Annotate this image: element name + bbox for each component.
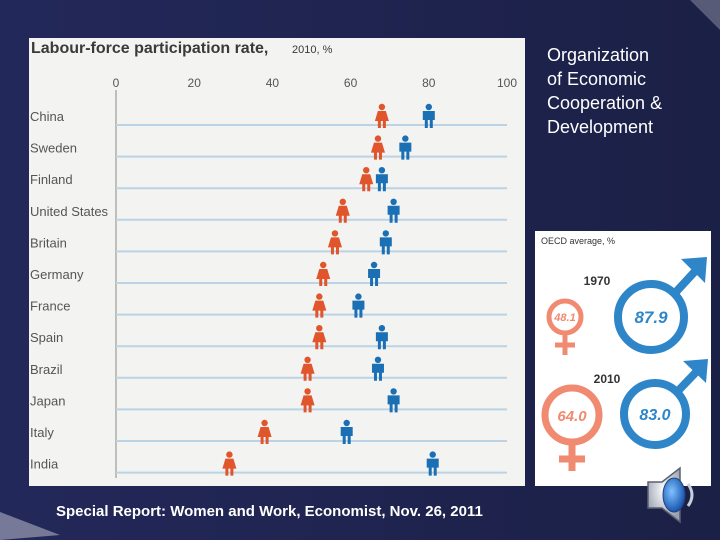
org-title-line-2: of Economic <box>547 69 647 89</box>
oecd-title: OECD average, % <box>541 236 615 246</box>
year-2010-label: 2010 <box>594 372 621 386</box>
male-marker-germany <box>368 261 381 286</box>
category-label: Britain <box>30 235 67 250</box>
org-title: Organization of Economic Cooperation & D… <box>547 43 707 139</box>
male-marker-india <box>426 451 439 476</box>
female-marker-britain <box>327 230 342 255</box>
female-symbol-2010 <box>541 384 603 471</box>
male-1970-value: 87.9 <box>634 308 668 327</box>
male-marker-britain <box>379 230 392 255</box>
female-marker-japan <box>300 388 315 413</box>
female-marker-france <box>312 293 327 318</box>
female-marker-germany <box>316 261 331 286</box>
participation-chart: Labour-force participation rate, 2010, % 0… <box>30 40 517 478</box>
male-2010-value: 83.0 <box>639 407 670 424</box>
org-title-line-4: Development <box>547 117 654 137</box>
chart-title: Labour-force participation rate, <box>31 40 268 57</box>
category-label: Finland <box>30 172 73 187</box>
male-marker-spain <box>375 325 388 350</box>
category-label: Italy <box>30 425 54 440</box>
female-marker-brazil <box>300 356 315 381</box>
category-label: France <box>30 299 70 314</box>
category-label: Spain <box>30 330 63 345</box>
category-label: Germany <box>30 267 84 282</box>
oecd-average-panel: OECD average, % 1970 2010 48.1 87.9 64.0 <box>535 231 711 486</box>
org-title-line-3: Cooperation & <box>547 93 663 113</box>
female-marker-china <box>374 103 389 128</box>
male-marker-china <box>422 103 435 128</box>
male-symbol-1970 <box>614 257 707 354</box>
source-caption: Special Report: Women and Work, Economis… <box>56 503 483 520</box>
female-marker-italy <box>257 419 272 444</box>
female-symbol-1970 <box>546 298 584 355</box>
female-1970-value: 48.1 <box>553 312 575 324</box>
female-marker-spain <box>312 325 327 350</box>
category-label: China <box>30 109 65 124</box>
x-tick-label: 60 <box>344 76 358 90</box>
male-marker-japan <box>387 388 400 413</box>
male-symbol-2010 <box>620 359 708 449</box>
female-marker-finland <box>359 167 374 192</box>
x-tick-label: 80 <box>422 76 436 90</box>
org-title-line-1: Organization <box>547 45 650 65</box>
x-tick-label: 0 <box>113 76 120 90</box>
oecd-average-chart: OECD average, % 1970 2010 48.1 87.9 64.0 <box>541 236 708 471</box>
male-marker-italy <box>340 419 353 444</box>
x-tick-label: 100 <box>497 76 517 90</box>
year-1970-label: 1970 <box>584 274 611 288</box>
chart-subtitle: 2010, % <box>292 44 333 56</box>
male-marker-sweden <box>399 135 412 160</box>
male-marker-united-states <box>387 198 400 223</box>
female-marker-sweden <box>370 135 385 160</box>
category-label: Brazil <box>30 362 63 377</box>
category-label: United States <box>30 204 109 219</box>
category-label: India <box>30 457 59 472</box>
x-tick-label: 40 <box>266 76 280 90</box>
female-marker-india <box>222 451 237 476</box>
male-marker-brazil <box>371 356 384 381</box>
female-2010-value: 64.0 <box>557 408 587 425</box>
x-tick-label: 20 <box>188 76 202 90</box>
male-marker-finland <box>375 167 388 192</box>
category-label: Japan <box>30 393 65 408</box>
participation-chart-panel: Labour-force participation rate, 2010, % 0… <box>29 38 525 486</box>
speaker-icon[interactable] <box>640 462 706 528</box>
female-marker-united-states <box>335 198 350 223</box>
category-label: Sweden <box>30 141 77 156</box>
male-marker-france <box>352 293 365 318</box>
